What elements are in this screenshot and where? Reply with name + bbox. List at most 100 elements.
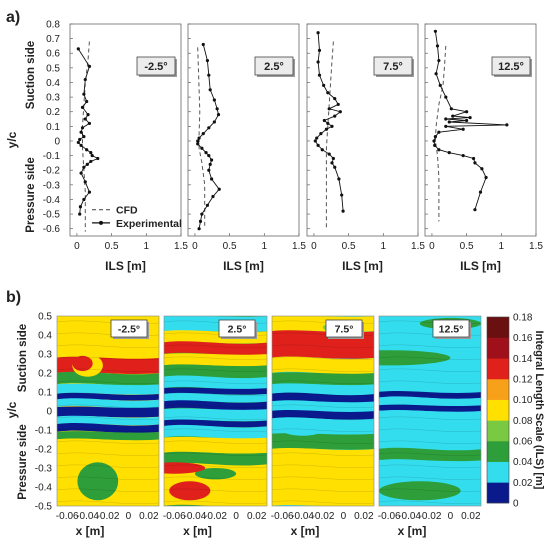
experimental-point bbox=[473, 161, 477, 165]
experimental-point bbox=[505, 123, 509, 127]
experimental-point bbox=[80, 105, 85, 109]
colorbar-tick-label: 0.02 bbox=[513, 478, 533, 489]
y-tick-label: 0.5 bbox=[46, 63, 60, 74]
experimental-point bbox=[212, 98, 216, 102]
experimental-point bbox=[317, 48, 322, 52]
x-tick-label: -0.06 bbox=[56, 511, 79, 522]
experimental-point bbox=[468, 115, 472, 120]
angle-label-box bbox=[432, 319, 470, 338]
experimental-point bbox=[87, 190, 92, 194]
y-tick-label: 0.1 bbox=[38, 388, 52, 399]
colorbar-segment bbox=[487, 337, 509, 359]
streamline bbox=[164, 428, 267, 432]
x-tick-label: 1.5 bbox=[292, 241, 306, 252]
y-tick-label: 0 bbox=[54, 136, 60, 147]
x-tick-label: -0.04 bbox=[398, 511, 421, 522]
experimental-point bbox=[207, 168, 211, 172]
contour-map: -0.06-0.04-0.02 0 0.02 x [m] -2.5° bbox=[56, 315, 160, 538]
panel-b-suction-label: Suction side bbox=[17, 324, 29, 392]
contour-band bbox=[164, 408, 267, 422]
contour-band bbox=[272, 448, 374, 506]
x-tick-label: 0 bbox=[233, 511, 239, 522]
x-tick-label: 0 bbox=[74, 241, 80, 252]
colorbar-title: Integral Length Scale (ILS) [m] bbox=[533, 331, 545, 490]
streamline bbox=[57, 368, 159, 372]
experimental-point bbox=[89, 151, 93, 155]
experimental-point bbox=[83, 77, 87, 82]
contour-band bbox=[57, 406, 159, 418]
contour-band bbox=[164, 400, 267, 411]
experimental-point bbox=[78, 137, 82, 142]
experimental-point bbox=[437, 130, 441, 134]
contour-region bbox=[72, 355, 93, 372]
experimental-point bbox=[196, 139, 200, 143]
y-tick-label: 0.5 bbox=[38, 312, 52, 323]
experimental-point bbox=[338, 110, 342, 114]
x-tick-label: -0.04 bbox=[291, 511, 314, 522]
y-tick-label: 0.6 bbox=[46, 49, 60, 60]
panel-b-contour-maps: y/c Suction side Pressure side 0.5 0.4 0.3… bbox=[5, 312, 545, 539]
experimental-point bbox=[316, 31, 320, 35]
experimental-point bbox=[461, 153, 465, 158]
streamline bbox=[379, 344, 481, 348]
experimental-point bbox=[96, 156, 100, 161]
contour-band bbox=[272, 356, 374, 375]
map-frame bbox=[163, 315, 268, 507]
streamline bbox=[272, 500, 374, 504]
streamline bbox=[272, 464, 374, 468]
streamline bbox=[164, 476, 267, 480]
x-tick-label: 1 bbox=[381, 241, 387, 252]
experimental-point bbox=[480, 167, 484, 171]
x-tick-label: 1.5 bbox=[174, 241, 188, 252]
experimental-point bbox=[86, 113, 90, 117]
experimental-point bbox=[208, 162, 212, 166]
panel-a-label: a) bbox=[6, 9, 20, 26]
colorbar-tick-label: 0 bbox=[513, 499, 519, 510]
experimental-point bbox=[438, 83, 442, 88]
colorbar-tick-label: 0.14 bbox=[513, 354, 533, 365]
angle-label: -2.5° bbox=[118, 324, 140, 336]
colorbar-tick-label: 0.16 bbox=[513, 333, 533, 344]
contour-band bbox=[272, 392, 374, 403]
x-tick-label: 1.5 bbox=[411, 241, 425, 252]
x-tick-label: 1.5 bbox=[529, 241, 543, 252]
y-tick-label: 0.1 bbox=[46, 122, 60, 133]
experimental-point bbox=[322, 118, 326, 123]
streamline bbox=[57, 380, 159, 384]
colorbar-segment bbox=[487, 358, 509, 380]
x-tick-label: 0.02 bbox=[461, 511, 481, 522]
experimental-point bbox=[87, 121, 92, 126]
experimental-point bbox=[90, 153, 94, 158]
experimental-point bbox=[196, 142, 200, 146]
streamline bbox=[379, 380, 481, 384]
cfd-line bbox=[82, 41, 90, 232]
streamline bbox=[57, 452, 159, 456]
experimental-point bbox=[437, 148, 441, 152]
contour-band bbox=[379, 404, 481, 412]
streamline bbox=[57, 440, 159, 444]
contour-band bbox=[164, 451, 267, 466]
panel-a-pressure-label: Pressure side bbox=[25, 157, 37, 232]
colorbar-segment bbox=[487, 482, 509, 504]
experimental-point bbox=[484, 175, 488, 180]
experimental-point bbox=[205, 203, 210, 207]
streamline bbox=[57, 392, 159, 396]
angle-label-box bbox=[491, 56, 531, 76]
streamline bbox=[379, 368, 481, 372]
streamline bbox=[272, 404, 374, 408]
experimental-point bbox=[209, 158, 214, 162]
streamline bbox=[272, 392, 374, 396]
y-tick-label: -0.5 bbox=[43, 210, 61, 221]
x-tick-label: 0 bbox=[192, 241, 198, 252]
experimental-point bbox=[444, 95, 448, 99]
x-axis-label: x [m] bbox=[291, 524, 320, 538]
panel-b-label: b) bbox=[6, 289, 21, 306]
contour-map: -0.06-0.04-0.02 0 0.02 x [m] 2.5° bbox=[163, 315, 268, 538]
experimental-point bbox=[207, 73, 211, 77]
experimental-point bbox=[473, 208, 477, 212]
angle-label-box bbox=[218, 319, 256, 338]
experimental-point bbox=[320, 148, 324, 152]
colorbar-tick-label: 0.10 bbox=[513, 395, 533, 406]
experimental-point bbox=[449, 107, 453, 111]
experimental-point bbox=[317, 73, 322, 77]
